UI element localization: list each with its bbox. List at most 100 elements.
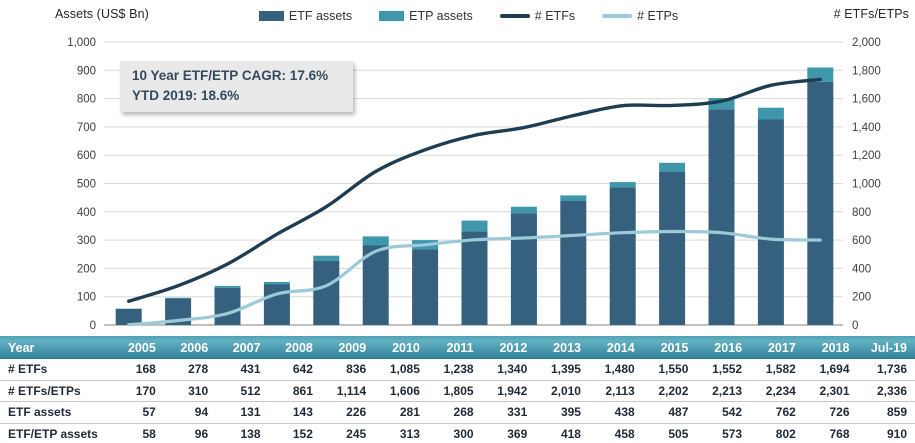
right-axis-tick-label: 1,000 — [852, 179, 881, 191]
etps-line — [127, 229, 822, 327]
table-cell: 802 — [750, 423, 804, 443]
table-cell: 281 — [374, 401, 428, 424]
table-cell: 910 — [857, 423, 915, 443]
table-header-cell: 2006 — [163, 336, 217, 359]
table-cell: 1,550 — [642, 359, 697, 381]
table-cell: 512 — [216, 380, 269, 402]
table-cell: 861 — [268, 380, 321, 402]
table-header-cell: 2007 — [216, 336, 269, 359]
table-cell: 170 — [111, 380, 164, 402]
right-axis-tick-label: 0 — [852, 320, 858, 332]
legend-item-etf-assets: ETF assets — [258, 9, 352, 23]
table-cell: 859 — [857, 401, 915, 424]
bar-segment-etp-assets — [313, 255, 340, 261]
table-cell: 487 — [642, 401, 697, 424]
table-cell: 573 — [696, 423, 751, 443]
bar-segment-etp-assets — [659, 162, 686, 172]
left-axis-tick-label: 700 — [77, 122, 96, 134]
legend-label: # ETFs — [534, 9, 576, 23]
bar-segment-etf-assets — [560, 201, 587, 325]
table-header-row: Year 2005 2006 2007 2008 2009 2010 2011 2012 2013… — [0, 336, 915, 359]
table-cell: 268 — [427, 401, 482, 424]
table-header-cell: Jul-19 — [857, 336, 915, 359]
table-cell: 1,736 — [857, 359, 915, 381]
etfs-line — [126, 77, 822, 303]
table-header-cell: 2017 — [750, 336, 804, 359]
table-cell: 542 — [696, 401, 751, 424]
table-cell: 1,582 — [750, 359, 804, 381]
legend-swatch-icon — [258, 11, 284, 21]
table-cell: 505 — [642, 423, 697, 443]
right-axis-tick-label: 800 — [852, 207, 871, 219]
bar-segment-etf-assets — [461, 231, 488, 325]
legend-item-etp-assets: ETP assets — [379, 9, 473, 23]
bar-segment-etp-assets — [214, 285, 241, 288]
table-header-cell: 2016 — [696, 336, 751, 359]
table-cell: 1,480 — [588, 359, 643, 381]
bar-segment-etf-assets — [313, 261, 340, 325]
table-cell: 418 — [535, 423, 589, 443]
row-label: # ETFs — [0, 359, 112, 381]
table-cell: 836 — [320, 359, 375, 381]
legend-item--etfs: # ETFs — [499, 9, 576, 23]
table-row: ETF assets 57 94 131 143 226 281 268 331 395 438 48… — [0, 401, 915, 424]
right-axis-tick-label: 200 — [852, 292, 871, 304]
table-cell: 57 — [111, 401, 164, 424]
table-header-cell: 2011 — [427, 336, 482, 359]
table-cell: 152 — [268, 423, 321, 443]
data-table: Year 2005 2006 2007 2008 2009 2010 2011 2012 2013… — [0, 336, 915, 443]
bar-segment-etp-assets — [609, 182, 636, 188]
table-header-cell: 2009 — [320, 336, 375, 359]
bar-segment-etf-assets — [214, 287, 241, 325]
table-cell: 458 — [588, 423, 643, 443]
table-cell: 96 — [163, 423, 217, 443]
cagr-annotation-line2: YTD 2019: 18.6% — [132, 88, 240, 103]
right-axis-title: # ETFs/ETPs — [833, 7, 909, 21]
table-header-cell: 2013 — [535, 336, 589, 359]
right-axis-tick-label: 600 — [852, 235, 871, 247]
table-cell: 168 — [111, 359, 164, 381]
row-label: ETF/ETP assets — [0, 423, 112, 443]
legend-swatch-icon — [602, 14, 633, 18]
table-cell: 1,942 — [481, 380, 536, 402]
table-cell: 278 — [163, 359, 217, 381]
bar-segment-etf-assets — [659, 171, 686, 325]
table-cell: 94 — [163, 401, 217, 424]
table-cell: 138 — [216, 423, 269, 443]
table-cell: 1,694 — [803, 359, 858, 381]
bar-segment-etp-assets — [362, 236, 389, 246]
right-axis-tick-label: 1,600 — [852, 94, 881, 106]
table-cell: 2,336 — [857, 380, 915, 402]
bar-segment-etf-assets — [412, 249, 439, 325]
table-cell: 1,114 — [320, 380, 375, 402]
bar-segment-etp-assets — [560, 195, 587, 201]
bar-segment-etf-assets — [757, 119, 784, 325]
cagr-annotation-box: 10 Year ETF/ETP CAGR: 17.6% YTD 2019: 18… — [120, 61, 353, 112]
table-cell: 431 — [216, 359, 269, 381]
left-axis-tick-label: 0 — [90, 320, 96, 332]
table-cell: 2,113 — [588, 380, 643, 402]
table-cell: 642 — [268, 359, 321, 381]
chart-legend: ETF assets ETP assets # ETFs # ETPs — [0, 9, 915, 23]
bar-segment-etf-assets — [263, 284, 290, 325]
table-row: ETF/ETP assets 58 96 138 152 245 313 300 369 418 4… — [0, 423, 915, 443]
table-cell: 1,238 — [427, 359, 482, 381]
bar-segment-etp-assets — [708, 98, 735, 110]
bar-segment-etf-assets — [510, 213, 537, 325]
combo-chart: 0 100 200 300 400 500 600 700 800 900 1,000 0 200 400… — [67, 37, 881, 332]
row-label: # ETFs/ETPs — [0, 380, 112, 402]
bar-segment-etf-assets — [807, 81, 834, 326]
bar-segment-etp-assets — [461, 220, 488, 232]
table-cell: 1,395 — [535, 359, 589, 381]
table-cell: 310 — [163, 380, 217, 402]
right-axis-tick-label: 400 — [852, 263, 871, 275]
bar-segment-etp-assets — [165, 297, 192, 299]
table-cell: 2,301 — [803, 380, 858, 402]
table-row: # ETFs/ETPs 170 310 512 861 1,114 1,606 1,805 1,… — [0, 380, 915, 402]
table-cell: 1,340 — [481, 359, 536, 381]
table-cell: 143 — [268, 401, 321, 424]
left-axis-tick-label: 200 — [77, 263, 96, 275]
table-header-cell: 2014 — [588, 336, 643, 359]
right-axis-tick-label: 1,400 — [852, 122, 881, 134]
